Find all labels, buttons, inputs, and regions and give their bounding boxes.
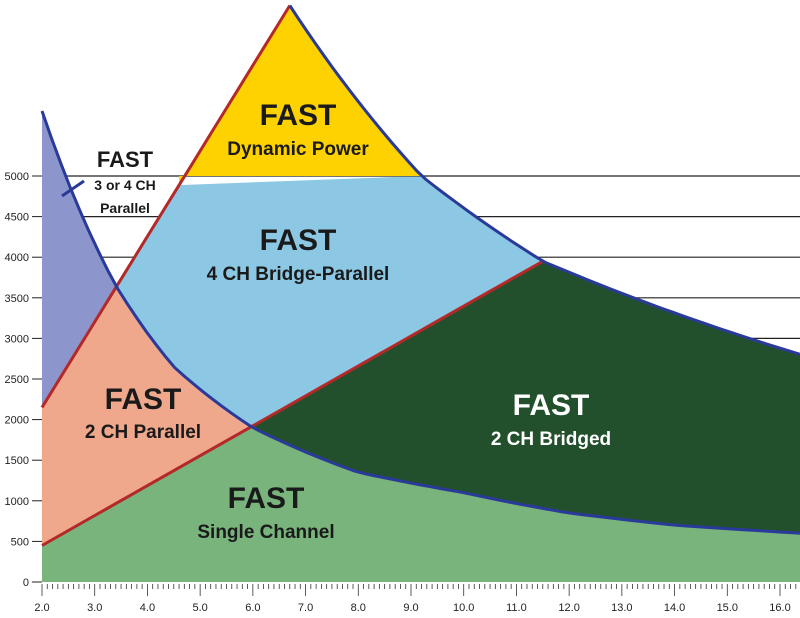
region-dynamic-power	[179, 5, 422, 186]
x-axis: 2.0 3.0 4.0 5.0 6.0 7.0 8.0 9.0 10.0 11.0 12.0 13.0…	[34, 582, 800, 614]
x-tick-label: 10.0	[453, 602, 474, 614]
y-tick-label: 3500	[5, 293, 29, 305]
x-tick-label: 8.0	[351, 602, 366, 614]
x-tick-label: 6.0	[245, 602, 260, 614]
single-sub: Single Channel	[197, 522, 334, 543]
4ch-title: FAST	[260, 224, 337, 257]
x-tick-label: 3.0	[87, 602, 102, 614]
x-tick-label: 2.0	[34, 602, 49, 614]
x-tick-label: 5.0	[192, 602, 207, 614]
y-tick-label: 2000	[5, 415, 29, 427]
boundary-lines	[40, 4, 800, 547]
y-tick-label: 5000	[5, 171, 29, 183]
y-tick-label: 2500	[5, 374, 29, 386]
4ch-sub: 4 CH Bridge-Parallel	[207, 264, 390, 285]
bridged-sub: 2 CH Bridged	[491, 429, 611, 450]
x-axis-bar	[40, 582, 800, 587]
x-tick-label: 12.0	[558, 602, 579, 614]
x-tick-label: 15.0	[717, 602, 738, 614]
x-tick-labels: 2.0 3.0 4.0 5.0 6.0 7.0 8.0 9.0 10.0 11.0 12.0 13.0…	[34, 602, 790, 614]
region-4ch-bridge-parallel	[115, 176, 543, 428]
red-upper-line	[40, 4, 292, 409]
3or4-sub2: Parallel	[100, 200, 150, 216]
2ch-sub: 2 CH Parallel	[85, 422, 201, 443]
y-tick-label: 1000	[5, 496, 29, 508]
x-tick-label: 13.0	[611, 602, 632, 614]
dyn-title: FAST	[260, 99, 337, 132]
x-tick-label: 9.0	[403, 602, 418, 614]
x-minor-ticks	[41, 584, 797, 596]
x-tick-label: 4.0	[140, 602, 155, 614]
y-tick-label: 500	[11, 536, 29, 548]
y-tick-labels: 0 500 1000 1500 2000 2500 3000 3500 4000 4500 5000	[5, 171, 29, 589]
regions	[42, 5, 800, 582]
region-2ch-bridged	[252, 261, 800, 534]
red-lower-line	[41, 259, 544, 547]
region-2ch-parallel	[42, 285, 253, 546]
x-tick-label: 16.0	[769, 602, 790, 614]
3or4-sub: 3 or 4 CH	[94, 177, 155, 193]
y-tick-label: 0	[23, 577, 29, 589]
region-single-channel	[42, 425, 800, 582]
y-axis: 0 500 1000 1500 2000 2500 3000 3500 4000 4500 5000	[5, 171, 42, 589]
region-labels: FAST Dynamic Power FAST 4 CH Bridge-Para…	[85, 99, 611, 543]
x-tick-label: 14.0	[664, 602, 685, 614]
y-ticks	[32, 175, 42, 583]
y-tick-label: 4500	[5, 212, 29, 224]
y-tick-label: 3000	[5, 333, 29, 345]
3or4-title: FAST	[97, 147, 154, 172]
2ch-title: FAST	[105, 383, 182, 416]
upper-envelope-curve	[288, 4, 800, 356]
pointer-line	[61, 179, 85, 198]
x-tick-label: 11.0	[506, 602, 527, 614]
bridged-title: FAST	[513, 389, 590, 422]
region-3-or-4ch-parallel	[42, 111, 116, 408]
y-tick-label: 1500	[5, 455, 29, 467]
dyn-sub: Dynamic Power	[227, 139, 369, 160]
blue-boundary-curve	[40, 110, 800, 535]
x-tick-label: 7.0	[298, 602, 313, 614]
y-tick-label: 4000	[5, 252, 29, 264]
single-title: FAST	[228, 482, 305, 515]
